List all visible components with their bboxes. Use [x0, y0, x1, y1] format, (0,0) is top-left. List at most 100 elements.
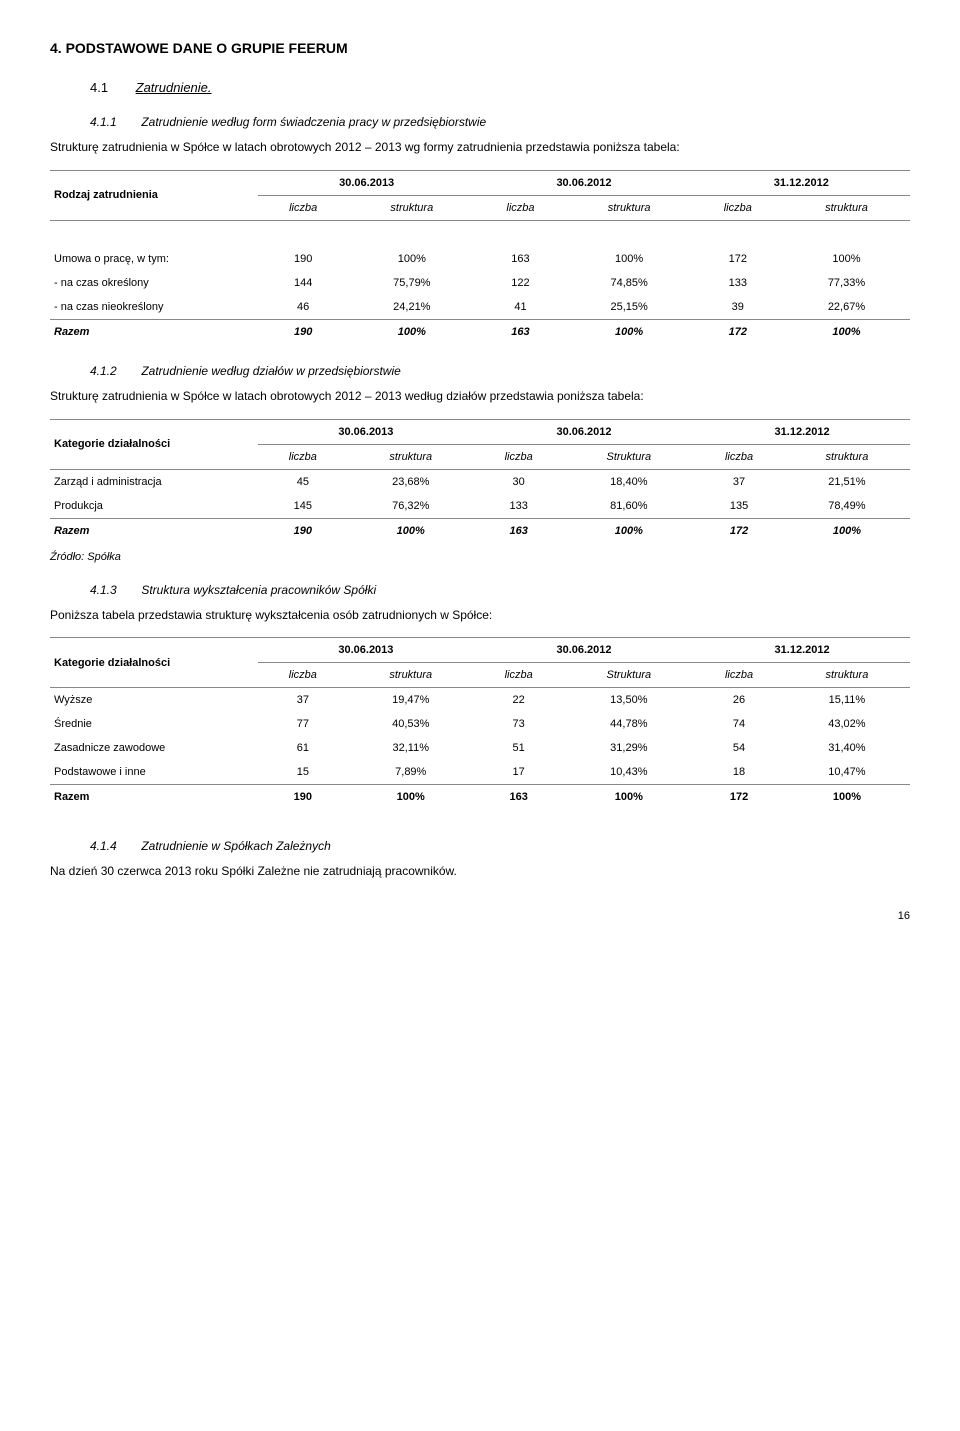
cell: 163 [475, 247, 565, 271]
col-sub: liczba [258, 444, 348, 469]
cell: 39 [693, 295, 783, 320]
cell: 163 [474, 518, 564, 543]
subsection-number: 4.1.1 [90, 115, 138, 129]
subsection-label: Zatrudnienie według form świadczenia pra… [141, 115, 486, 129]
subsection-label: Struktura wykształcenia pracowników Spół… [141, 583, 376, 597]
table-row-header: Kategorie działalności [50, 638, 258, 688]
cell: 122 [475, 271, 565, 295]
col-sub: liczba [474, 663, 564, 688]
table-row: Zasadnicze zawodowe 61 32,11% 51 31,29% … [50, 736, 910, 760]
col-sub: liczba [474, 444, 564, 469]
section-4-1-2: 4.1.2 Zatrudnienie według działów w prze… [90, 364, 910, 378]
section-4-1-4: 4.1.4 Zatrudnienie w Spółkach Zależnych [90, 839, 910, 853]
table-row: - na czas określony 144 75,79% 122 74,85… [50, 271, 910, 295]
cell: 37 [694, 469, 784, 494]
cell: - na czas nieokreślony [50, 295, 258, 320]
col-sub: struktura [348, 195, 475, 220]
col-sub: struktura [784, 444, 910, 469]
cell: 22,67% [783, 295, 910, 320]
cell: 145 [258, 494, 348, 519]
cell: 13,50% [563, 688, 694, 713]
source-note: Źródło: Spółka [50, 551, 910, 563]
col-sub: Struktura [563, 663, 694, 688]
table-row: Wyższe 37 19,47% 22 13,50% 26 15,11% [50, 688, 910, 713]
table-row: Umowa o pracę, w tym: 190 100% 163 100% … [50, 247, 910, 271]
paragraph-412: Strukturę zatrudnienia w Spółce w latach… [50, 388, 910, 405]
col-period: 30.06.2012 [475, 170, 692, 195]
cell: 81,60% [563, 494, 694, 519]
col-sub: struktura [348, 444, 474, 469]
table-education: Kategorie działalności 30.06.2013 30.06.… [50, 637, 910, 809]
cell: 19,47% [348, 688, 474, 713]
col-period: 31.12.2012 [694, 638, 910, 663]
cell: 15,11% [784, 688, 910, 713]
cell: 190 [258, 518, 348, 543]
cell: 51 [474, 736, 564, 760]
cell: 78,49% [784, 494, 910, 519]
subsection-number: 4.1.2 [90, 364, 138, 378]
col-sub: liczba [694, 663, 784, 688]
table-total-row: Razem 190 100% 163 100% 172 100% [50, 518, 910, 543]
cell: 25,15% [566, 295, 693, 320]
cell: 32,11% [348, 736, 474, 760]
cell: 74 [694, 712, 784, 736]
col-sub: Struktura [563, 444, 694, 469]
cell: 100% [783, 319, 910, 344]
cell: 100% [563, 518, 694, 543]
col-sub: struktura [348, 663, 474, 688]
section-label: Zatrudnienie. [136, 80, 212, 95]
cell: 100% [348, 785, 474, 810]
cell: 100% [563, 785, 694, 810]
cell: 61 [258, 736, 348, 760]
cell: Razem [50, 518, 258, 543]
table-row: Średnie 77 40,53% 73 44,78% 74 43,02% [50, 712, 910, 736]
cell: 73 [474, 712, 564, 736]
cell: 17 [474, 760, 564, 785]
paragraph-413: Poniższa tabela przedstawia strukturę wy… [50, 607, 910, 624]
cell: 163 [474, 785, 564, 810]
table-row-header: Rodzaj zatrudnienia [50, 170, 258, 220]
page-number: 16 [50, 910, 910, 922]
cell: 172 [693, 319, 783, 344]
col-period: 30.06.2012 [474, 419, 694, 444]
cell: 45 [258, 469, 348, 494]
cell: 74,85% [566, 271, 693, 295]
cell: Razem [50, 319, 258, 344]
table-employment-dept: Kategorie działalności 30.06.2013 30.06.… [50, 419, 910, 543]
cell: 100% [784, 518, 910, 543]
cell: 26 [694, 688, 784, 713]
cell: 100% [784, 785, 910, 810]
col-sub: struktura [783, 195, 910, 220]
cell: Wyższe [50, 688, 258, 713]
cell: 18,40% [563, 469, 694, 494]
cell: 172 [693, 247, 783, 271]
cell: 133 [693, 271, 783, 295]
cell: 30 [474, 469, 564, 494]
col-sub: liczba [258, 663, 348, 688]
col-sub: liczba [475, 195, 565, 220]
cell: Razem [50, 785, 258, 810]
paragraph-414: Na dzień 30 czerwca 2013 roku Spółki Zal… [50, 863, 910, 880]
col-period: 30.06.2013 [258, 170, 475, 195]
cell: 77 [258, 712, 348, 736]
cell: Produkcja [50, 494, 258, 519]
cell: 100% [783, 247, 910, 271]
col-sub: liczba [694, 444, 784, 469]
subsection-label: Zatrudnienie według działów w przedsiębi… [141, 364, 400, 378]
cell: 18 [694, 760, 784, 785]
cell: 43,02% [784, 712, 910, 736]
table-row: Produkcja 145 76,32% 133 81,60% 135 78,4… [50, 494, 910, 519]
cell: - na czas określony [50, 271, 258, 295]
cell: Podstawowe i inne [50, 760, 258, 785]
col-period: 30.06.2012 [474, 638, 694, 663]
section-number: 4.1 [90, 80, 132, 95]
table-row-header: Kategorie działalności [50, 419, 258, 469]
cell: 40,53% [348, 712, 474, 736]
cell: 100% [348, 247, 475, 271]
cell: 54 [694, 736, 784, 760]
cell: 7,89% [348, 760, 474, 785]
cell: 41 [475, 295, 565, 320]
col-sub: liczba [258, 195, 348, 220]
cell: 172 [694, 518, 784, 543]
subsection-number: 4.1.4 [90, 839, 138, 853]
